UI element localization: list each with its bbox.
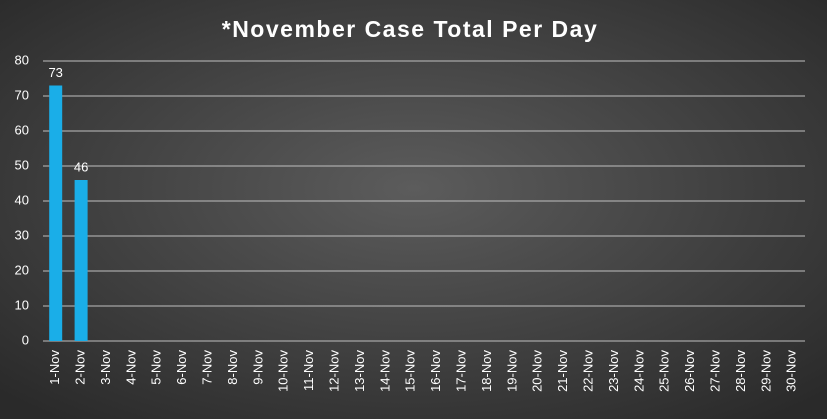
x-tick-label: 17-Nov xyxy=(454,350,469,392)
x-tick-label: 20-Nov xyxy=(530,350,545,392)
x-tick-label: 28-Nov xyxy=(733,350,748,392)
x-tick-label: 19-Nov xyxy=(504,350,519,392)
x-tick-label: 13-Nov xyxy=(352,350,367,392)
x-tick-label: 22-Nov xyxy=(581,350,596,392)
x-tick-label: 7-Nov xyxy=(200,350,215,385)
y-tick-label: 50 xyxy=(15,157,29,172)
bar xyxy=(49,85,63,341)
x-tick-label: 27-Nov xyxy=(708,350,723,392)
y-tick-label: 20 xyxy=(15,262,29,277)
x-tick-label: 2-Nov xyxy=(73,350,88,385)
data-label: 73 xyxy=(48,65,62,80)
x-tick-label: 11-Nov xyxy=(301,350,316,391)
x-tick-label: 6-Nov xyxy=(174,350,189,385)
x-tick-label: 25-Nov xyxy=(657,350,672,392)
x-tick-label: 23-Nov xyxy=(606,350,621,392)
chart-title: *November Case Total Per Day xyxy=(222,16,599,42)
x-tick-label: 1-Nov xyxy=(47,350,62,385)
x-tick-label: 5-Nov xyxy=(149,350,164,385)
y-tick-label: 0 xyxy=(22,332,29,347)
x-tick-label: 26-Nov xyxy=(682,350,697,392)
x-tick-label: 4-Nov xyxy=(123,350,138,385)
y-tick-label: 40 xyxy=(15,192,29,207)
x-tick-label: 14-Nov xyxy=(377,350,392,392)
data-label: 46 xyxy=(74,159,88,174)
x-tick-label: 12-Nov xyxy=(327,350,342,392)
y-tick-label: 70 xyxy=(15,87,29,102)
x-tick-label: 9-Nov xyxy=(250,350,265,385)
y-tick-label: 80 xyxy=(15,52,29,67)
y-tick-label: 30 xyxy=(15,227,29,242)
x-tick-label: 30-Nov xyxy=(784,350,799,392)
x-tick-label: 29-Nov xyxy=(758,350,773,392)
bar xyxy=(74,180,88,341)
y-tick-label: 10 xyxy=(15,297,29,312)
y-tick-label: 60 xyxy=(15,122,29,137)
x-tick-label: 18-Nov xyxy=(479,350,494,392)
x-tick-label: 15-Nov xyxy=(403,350,418,392)
x-tick-label: 21-Nov xyxy=(555,350,570,392)
x-tick-label: 10-Nov xyxy=(276,350,291,392)
x-tick-label: 8-Nov xyxy=(225,350,240,385)
x-tick-label: 24-Nov xyxy=(631,350,646,392)
x-tick-label: 16-Nov xyxy=(428,350,443,392)
x-tick-label: 3-Nov xyxy=(98,350,113,385)
